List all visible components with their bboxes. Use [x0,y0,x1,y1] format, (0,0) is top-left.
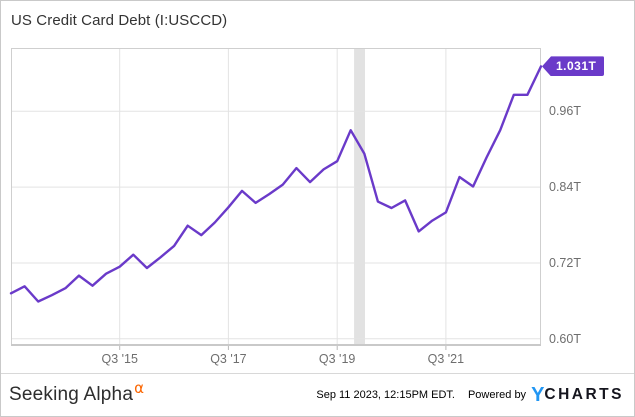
x-axis-tick-label: Q3 '21 [427,352,465,366]
alpha-icon: α [134,379,145,397]
x-axis-tick-label: Q3 '17 [210,352,247,366]
x-axis-tick-label: Q3 '19 [318,352,356,366]
plot-border [11,48,541,346]
y-axis-tick-label: 0.72T [549,255,581,270]
powered-by-label: Powered by [467,389,527,401]
y-axis-tick-label: 0.60T [549,331,581,346]
chart-timestamp: Sep 11 2023, 12:15PM EDT. [316,389,455,401]
ycharts-logo[interactable]: Y CHARTS [531,385,624,405]
x-axis-tick-label: Q3 '15 [101,352,138,366]
plot-area[interactable] [9,48,543,350]
chart-title: US Credit Card Debt (I:USCCD) [11,12,228,29]
debt-line-series[interactable] [9,65,543,303]
seekingalpha-logo[interactable]: Seeking Alphaα [9,379,144,406]
y-axis-tick-label: 0.84T [549,180,581,195]
seekingalpha-wordmark: Seeking Alpha [9,384,134,405]
recession-band [354,48,365,346]
ycharts-y-icon: Y [531,384,545,406]
footer-attribution: Sep 11 2023, 12:15PM EDT. Powered by Y C… [316,385,624,405]
last-value-badge: 1.031T [542,56,605,77]
line-chart-svg [9,48,543,350]
footer: Seeking Alphaα Sep 11 2023, 12:15PM EDT.… [1,373,634,416]
y-axis-tick-label: 0.96T [549,104,581,119]
ycharts-wordmark: CHARTS [544,386,624,403]
